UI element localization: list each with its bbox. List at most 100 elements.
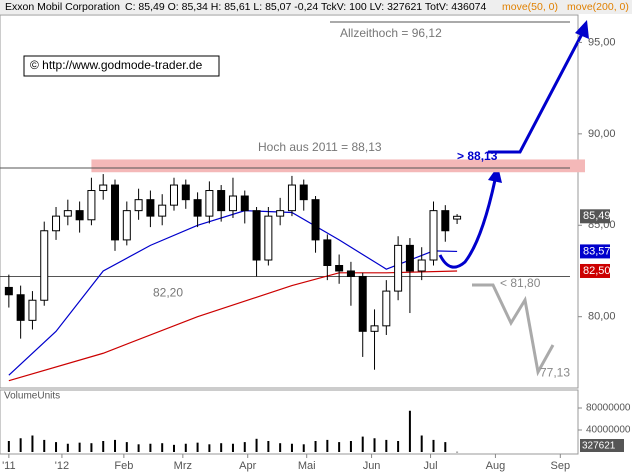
volume-bar [161,443,164,452]
price-frame [0,14,579,389]
candle-body [287,184,296,212]
volume-bar [338,442,341,452]
volume-bar [444,442,447,452]
volume-bar [220,443,223,452]
y-tick-label: 95,00 [588,36,616,48]
candle-body [453,215,462,220]
candle-body [146,199,155,217]
volume-last-box [580,439,624,452]
annotation: > 88,13 [457,149,498,163]
volume-bar [90,443,93,452]
volume-bar [408,410,411,452]
volume-frame [0,389,579,455]
ma-price-box [580,263,610,278]
y-tick-label: 90,00 [588,128,616,140]
candle-body [264,215,273,261]
header-quote: C: 85,49 O: 85,34 H: 85,61 L: 85,07 -0,2… [125,1,487,13]
volume-bar [231,443,234,452]
x-tick-label: Sep [551,460,571,472]
candle-body [252,210,261,261]
candle-body [323,239,332,266]
candle-body [228,195,237,212]
candle-body [311,199,320,241]
candle-body [417,259,426,272]
x-tick-label: Apr [239,460,256,472]
candle-body [240,195,249,212]
volume-bar [243,442,246,452]
candle-body [52,215,61,232]
volume-bar [267,441,270,452]
ma-price-label: 82,50 [583,265,611,277]
volume-bar [172,444,175,452]
volume-bar [290,443,293,452]
arrowhead [575,20,589,39]
x-tick-label: '11 [2,460,16,472]
candle-body [205,190,214,217]
candle-body [405,244,414,272]
candle-body [87,190,96,221]
volume-bar [326,439,329,452]
copyright-box [23,55,220,77]
volume-bar [279,443,282,452]
candle-body [99,184,108,192]
volume-bar [43,439,46,452]
volume-bar [208,444,211,452]
volume-bar [184,443,187,452]
candle-body [63,210,72,217]
moving-average [8,270,458,382]
candle-body [134,199,143,212]
legend-entry: move(50, 0) [502,1,558,13]
candle-body [169,184,178,206]
candle-body [40,230,49,301]
annotation: < 81,80 [500,276,541,290]
volume-title: VolumeUnits [4,391,60,402]
x-tick-label: Aug [486,460,506,472]
scenario-down [472,283,555,377]
x-tick-label: Jun [363,460,381,472]
candle-body [335,264,344,272]
volume-bar [432,439,435,452]
volume-bar [137,444,140,452]
volume-bar [31,435,34,452]
annotation: 77,13 [540,365,570,379]
resistance-zone [91,159,585,173]
volume-bar [114,439,117,452]
volume-bar [196,442,199,452]
volume-bar [349,441,352,452]
volume-bar [255,438,258,452]
candle-body [193,199,202,217]
last-price-label: 85,49 [583,210,611,222]
volume-last-label: 327621 [582,441,616,452]
level-label: Hoch aus 2011 = 88,13 [258,140,382,154]
arrow-up-1 [438,179,497,269]
candle-body [394,244,403,292]
volume-bar [125,442,128,452]
x-tick-label: Mai [298,460,316,472]
ma-price-box [580,244,610,259]
candle-body [276,210,285,217]
candle-body [111,184,120,241]
last-price-box [580,209,610,224]
candle-body [346,270,355,277]
candle-body [28,299,37,321]
x-tick-label: '12 [55,460,69,472]
candle-body [4,286,13,296]
x-tick-label: Feb [114,460,133,472]
candle-body [217,190,226,212]
volume-bar [361,436,364,452]
candle-body [382,290,391,327]
y-tick-label: 80000000 [586,403,631,414]
candle-body [158,204,167,217]
header-bar [0,0,632,14]
volume-bar [66,443,69,452]
y-tick-label: 40000000 [586,425,631,436]
volume-bar [149,443,152,452]
candle-body [370,325,379,332]
volume-bar [78,442,81,452]
candle-body [358,275,367,332]
candle-body [429,210,438,261]
volume-bar [397,441,400,452]
volume-bar [102,441,105,452]
volume-bar [456,451,459,453]
